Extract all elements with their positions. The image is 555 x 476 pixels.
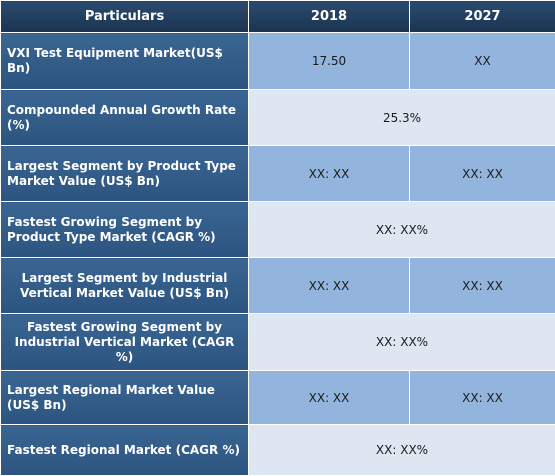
- table-row: Fastest Regional Market (CAGR %) XX: XX%: [1, 425, 555, 476]
- value-merged: 25.3%: [249, 90, 555, 146]
- row-label: Fastest Regional Market (CAGR %): [1, 425, 249, 476]
- value-merged: XX: XX%: [249, 425, 555, 476]
- value-2027: XX: XX: [410, 258, 555, 314]
- row-label: Largest Segment by Industrial Vertical M…: [1, 258, 249, 314]
- value-2018: XX: XX: [249, 258, 410, 314]
- value-2027: XX: [410, 33, 555, 90]
- row-label: Compounded Annual Growth Rate (%): [1, 90, 249, 146]
- row-label: Largest Segment by Product Type Market V…: [1, 146, 249, 202]
- value-2018: XX: XX: [249, 146, 410, 202]
- table-row: Largest Regional Market Value (US$ Bn) X…: [1, 371, 555, 425]
- table-row: Compounded Annual Growth Rate (%) 25.3%: [1, 90, 555, 146]
- table-row: VXI Test Equipment Market(US$ Bn) 17.50 …: [1, 33, 555, 90]
- value-2018: XX: XX: [249, 371, 410, 425]
- row-label: Fastest Growing Segment by Industrial Ve…: [1, 314, 249, 371]
- row-label: Largest Regional Market Value (US$ Bn): [1, 371, 249, 425]
- header-2018: 2018: [249, 1, 410, 33]
- row-label: VXI Test Equipment Market(US$ Bn): [1, 33, 249, 90]
- value-merged: XX: XX%: [249, 314, 555, 371]
- value-merged: XX: XX%: [249, 202, 555, 258]
- table-row: Largest Segment by Product Type Market V…: [1, 146, 555, 202]
- table-row: Largest Segment by Industrial Vertical M…: [1, 258, 555, 314]
- header-particulars: Particulars: [1, 1, 249, 33]
- table-header-row: Particulars 2018 2027: [1, 1, 555, 33]
- value-2027: XX: XX: [410, 371, 555, 425]
- value-2027: XX: XX: [410, 146, 555, 202]
- row-label: Fastest Growing Segment by Product Type …: [1, 202, 249, 258]
- table-row: Fastest Growing Segment by Industrial Ve…: [1, 314, 555, 371]
- table-row: Fastest Growing Segment by Product Type …: [1, 202, 555, 258]
- value-2018: 17.50: [249, 33, 410, 90]
- header-2027: 2027: [410, 1, 555, 33]
